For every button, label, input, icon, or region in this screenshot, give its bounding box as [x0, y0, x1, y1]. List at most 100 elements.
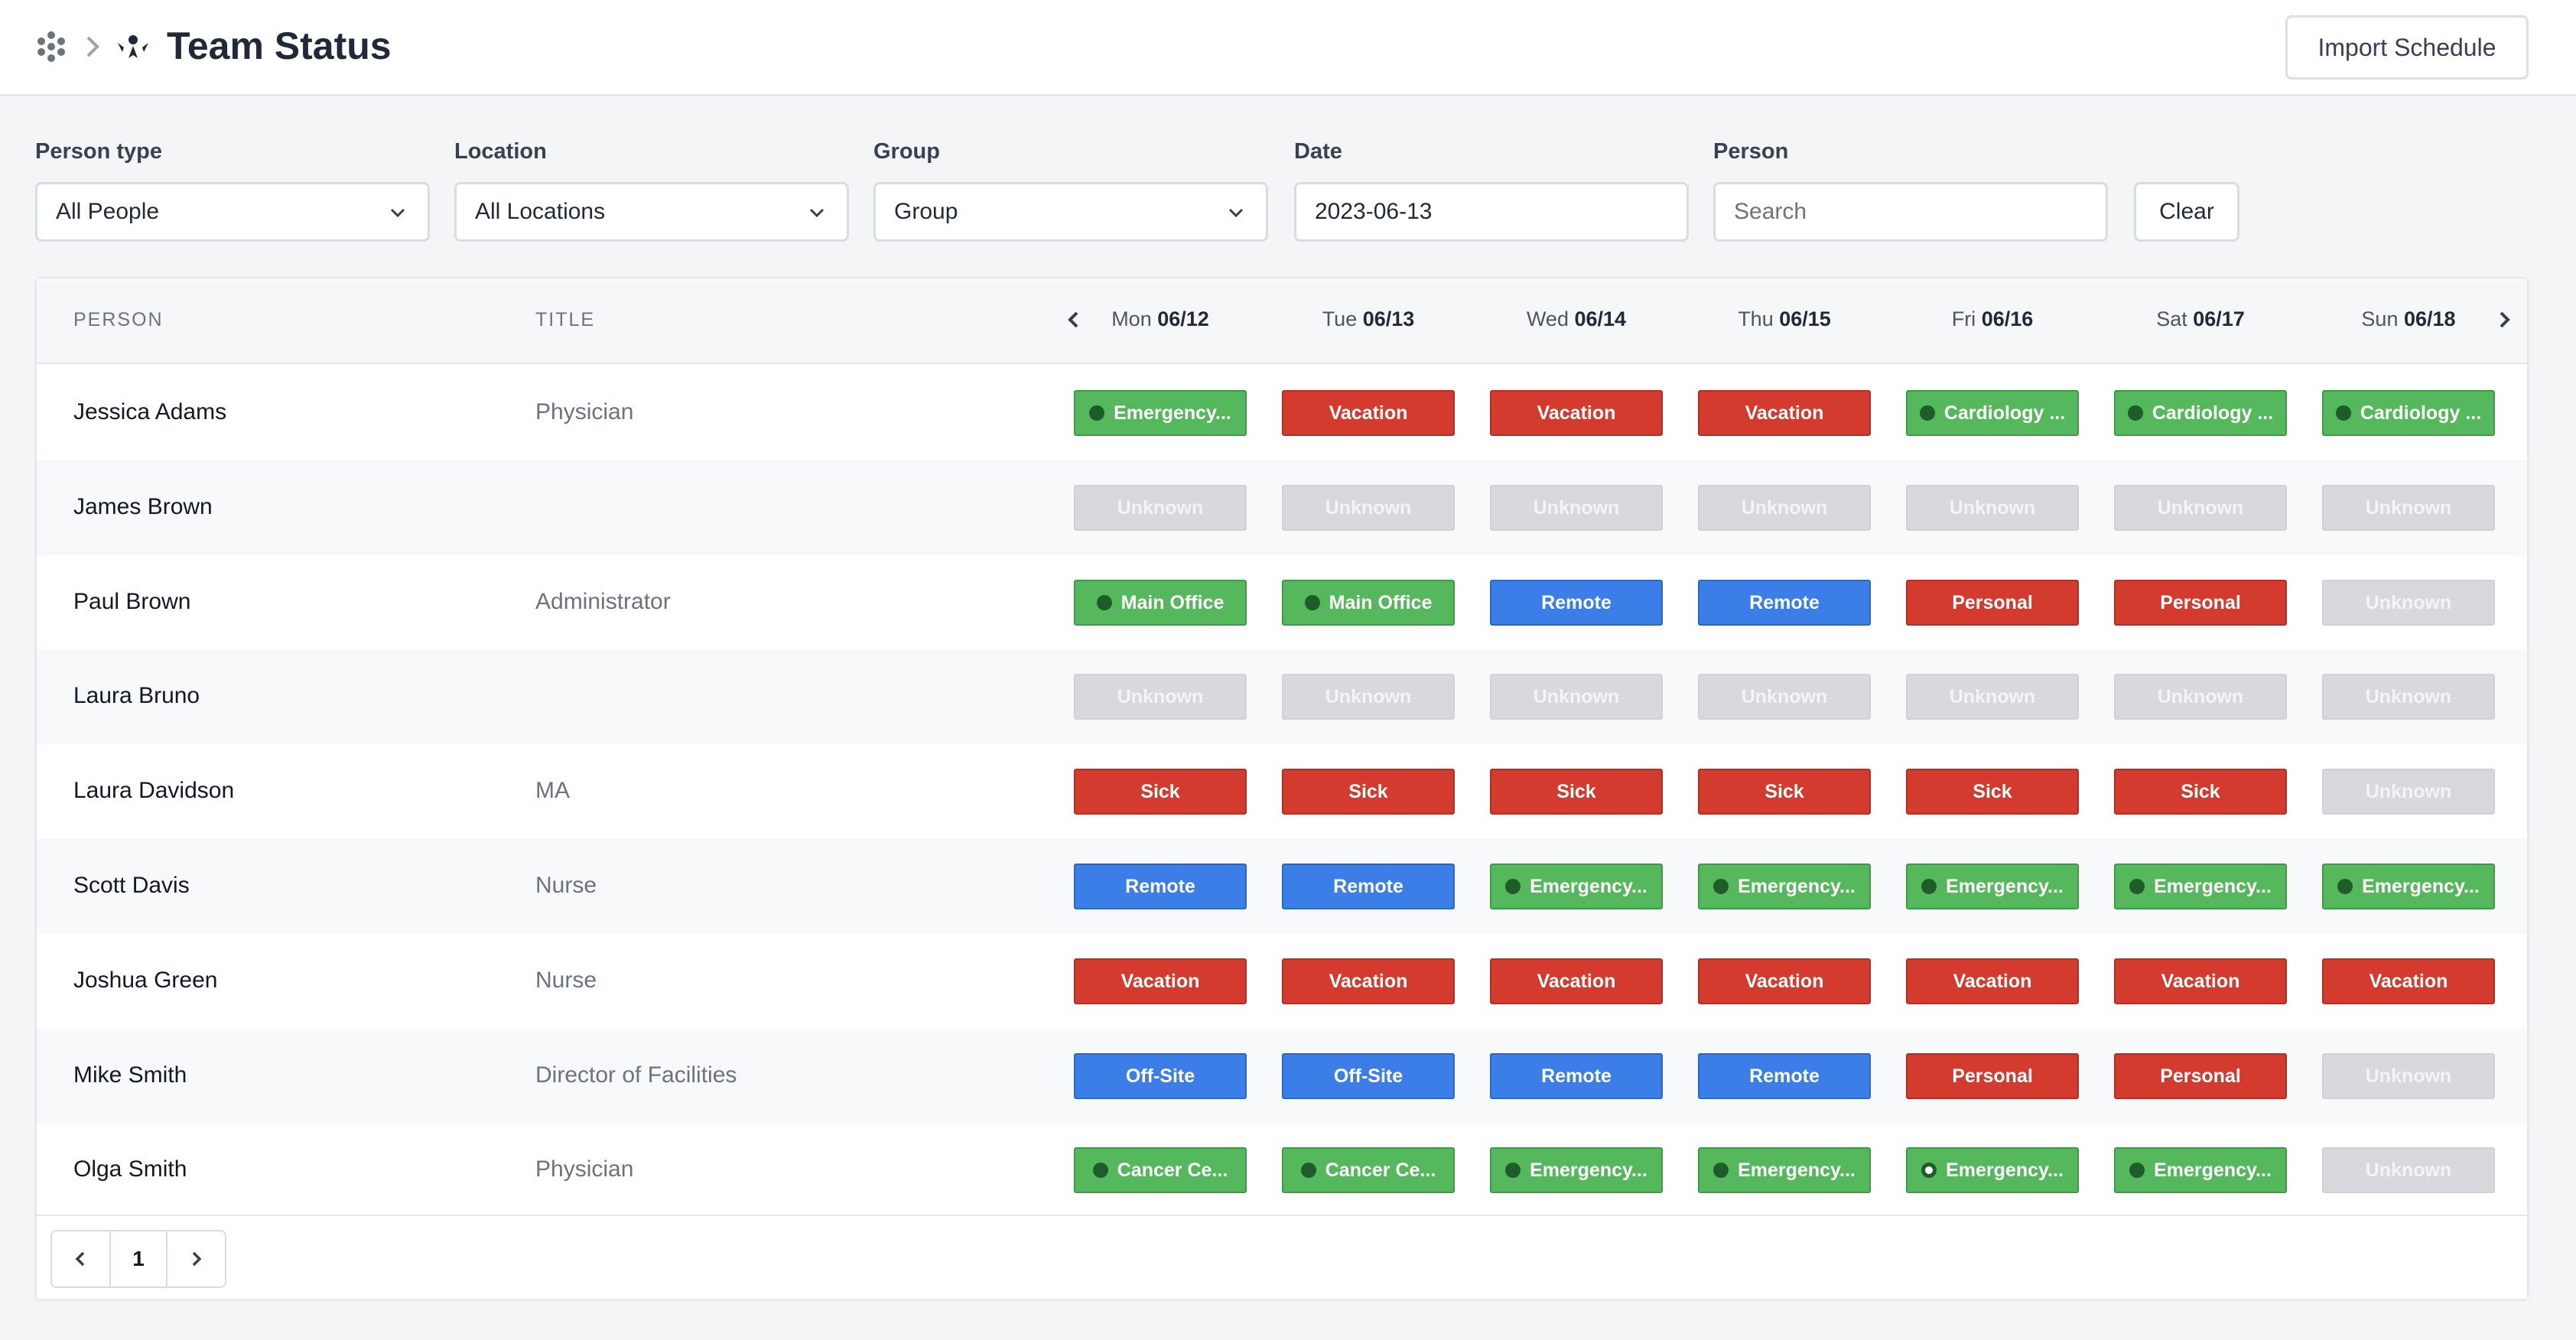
status-badge[interactable]: Vacation: [1906, 958, 2079, 1004]
table-row[interactable]: James Brown Unknown Unknown Unknown Unknown U…: [37, 460, 2527, 555]
table-row[interactable]: Paul Brown Administrator Main Office Main O…: [37, 555, 2527, 650]
status-badge[interactable]: Cardiology ...: [2322, 390, 2495, 436]
status-badge[interactable]: Personal: [2114, 580, 2287, 626]
status-badge[interactable]: Main Office: [1074, 580, 1247, 626]
person-search-input[interactable]: Search: [1713, 182, 2108, 242]
status-badge[interactable]: Sick: [1698, 769, 1871, 815]
status-badge[interactable]: Unknown: [1074, 674, 1247, 720]
status-badge[interactable]: Emergency...: [1490, 1147, 1663, 1193]
status-badge[interactable]: Vacation: [1698, 390, 1871, 436]
person-name[interactable]: Paul Brown: [73, 589, 191, 614]
status-badge[interactable]: Emergency...: [2114, 1147, 2287, 1193]
status-badge[interactable]: Unknown: [1906, 674, 2079, 720]
table-row[interactable]: Laura Bruno Unknown Unknown Unknown Unknown U…: [37, 649, 2527, 744]
table-row[interactable]: Joshua Green Nurse Vacation Vacation Vacatio…: [37, 934, 2527, 1029]
status-badge[interactable]: Off-Site: [1074, 1053, 1247, 1099]
status-badge[interactable]: Emergency...: [1074, 390, 1247, 436]
status-badge[interactable]: Unknown: [1906, 485, 2079, 531]
person-name[interactable]: Laura Davidson: [73, 778, 235, 803]
status-badge[interactable]: Emergency...: [1698, 1147, 1871, 1193]
chevron-left-icon[interactable]: [1063, 307, 1085, 332]
location-select[interactable]: All Locations: [454, 182, 849, 242]
apps-dots-icon[interactable]: [35, 31, 67, 63]
location-label: Location: [454, 139, 547, 164]
previous-page-button[interactable]: [52, 1231, 109, 1286]
status-badge[interactable]: Cancer Ce...: [1282, 1147, 1455, 1193]
status-badge[interactable]: Unknown: [1698, 674, 1871, 720]
status-badge[interactable]: Personal: [1906, 1053, 2079, 1099]
status-badge[interactable]: Personal: [2114, 1053, 2287, 1099]
status-badge[interactable]: Unknown: [1282, 485, 1455, 531]
status-label: Vacation: [2161, 970, 2240, 992]
status-badge[interactable]: Remote: [1074, 864, 1247, 909]
status-badge[interactable]: Emergency...: [1906, 864, 2079, 909]
chevron-right-icon[interactable]: [2493, 307, 2515, 332]
status-badge[interactable]: Sick: [2114, 769, 2287, 815]
status-badge[interactable]: Emergency...: [1906, 1147, 2079, 1193]
status-badge[interactable]: Vacation: [1282, 958, 1455, 1004]
status-badge[interactable]: Cardiology ...: [2114, 390, 2287, 436]
status-badge[interactable]: Emergency...: [1490, 864, 1663, 909]
table-row[interactable]: Laura Davidson MA Sick Sick Sick Sick Sick Sick…: [37, 744, 2527, 839]
status-badge[interactable]: Unknown: [2322, 580, 2495, 626]
status-badge[interactable]: Personal: [1906, 580, 2079, 626]
page-number[interactable]: 1: [109, 1231, 168, 1286]
status-badge[interactable]: Unknown: [2114, 674, 2287, 720]
status-badge[interactable]: Unknown: [1698, 485, 1871, 531]
status-badge[interactable]: Unknown: [2322, 1053, 2495, 1099]
status-badge[interactable]: Sick: [1282, 769, 1455, 815]
status-badge[interactable]: Vacation: [1490, 958, 1663, 1004]
table-row[interactable]: Mike Smith Director of Facilities Off-Site…: [37, 1029, 2527, 1124]
status-badge[interactable]: Unknown: [1490, 485, 1663, 531]
group-select[interactable]: Group: [873, 182, 1268, 242]
table-row[interactable]: Olga Smith Physician Cancer Ce... Cancer Ce…: [37, 1123, 2527, 1218]
person-type-select[interactable]: All People: [35, 182, 430, 242]
status-badge[interactable]: Vacation: [1074, 958, 1247, 1004]
person-name[interactable]: Laura Bruno: [73, 683, 200, 708]
status-badge[interactable]: Unknown: [2322, 485, 2495, 531]
status-badge[interactable]: Remote: [1698, 1053, 1871, 1099]
person-name[interactable]: Scott Davis: [73, 873, 190, 898]
status-badge[interactable]: Sick: [1490, 769, 1663, 815]
status-badge[interactable]: Emergency...: [1698, 864, 1871, 909]
person-title: Nurse: [535, 873, 597, 898]
person-name[interactable]: Mike Smith: [73, 1062, 187, 1088]
clear-button[interactable]: Clear: [2134, 182, 2239, 242]
status-badge[interactable]: Vacation: [2322, 958, 2495, 1004]
status-badge[interactable]: Sick: [1906, 769, 2079, 815]
status-badge[interactable]: Unknown: [1074, 485, 1247, 531]
status-badge[interactable]: Remote: [1490, 580, 1663, 626]
table-row[interactable]: Jessica Adams Physician Emergency... Vacati…: [37, 366, 2527, 460]
status-badge[interactable]: Vacation: [1282, 390, 1455, 436]
status-badge[interactable]: Unknown: [2322, 769, 2495, 815]
status-badge[interactable]: Main Office: [1282, 580, 1455, 626]
status-badge[interactable]: Unknown: [1282, 674, 1455, 720]
status-badge[interactable]: Remote: [1698, 580, 1871, 626]
status-badge[interactable]: Sick: [1074, 769, 1247, 815]
status-badge[interactable]: Unknown: [2114, 485, 2287, 531]
next-page-button[interactable]: [168, 1231, 225, 1286]
status-badge[interactable]: Vacation: [1698, 958, 1871, 1004]
status-badge[interactable]: Remote: [1490, 1053, 1663, 1099]
status-badge[interactable]: Remote: [1282, 864, 1455, 909]
status-badge[interactable]: Unknown: [2322, 674, 2495, 720]
status-badge[interactable]: Cardiology ...: [1906, 390, 2079, 436]
person-name[interactable]: Joshua Green: [73, 968, 218, 993]
date-input[interactable]: 2023-06-13: [1294, 182, 1689, 242]
day-date: 06/12: [1157, 307, 1209, 330]
status-badge[interactable]: Off-Site: [1282, 1053, 1455, 1099]
status-badge[interactable]: Unknown: [1490, 674, 1663, 720]
status-badge[interactable]: Emergency...: [2322, 864, 2495, 909]
status-badge[interactable]: Emergency...: [2114, 864, 2287, 909]
status-badge[interactable]: Unknown: [2322, 1147, 2495, 1193]
status-badge[interactable]: Vacation: [2114, 958, 2287, 1004]
person-name[interactable]: Jessica Adams: [73, 399, 227, 424]
table-row[interactable]: Scott Davis Nurse Remote Remote Emergency...…: [37, 839, 2527, 934]
status-badge[interactable]: Vacation: [1490, 390, 1663, 436]
status-badge[interactable]: Cancer Ce...: [1074, 1147, 1247, 1193]
person-name[interactable]: James Brown: [73, 494, 213, 519]
status-dot-icon: [1089, 405, 1105, 421]
status-label: Vacation: [1745, 970, 1824, 992]
import-schedule-button[interactable]: Import Schedule: [2285, 15, 2529, 80]
person-name[interactable]: Olga Smith: [73, 1156, 187, 1182]
